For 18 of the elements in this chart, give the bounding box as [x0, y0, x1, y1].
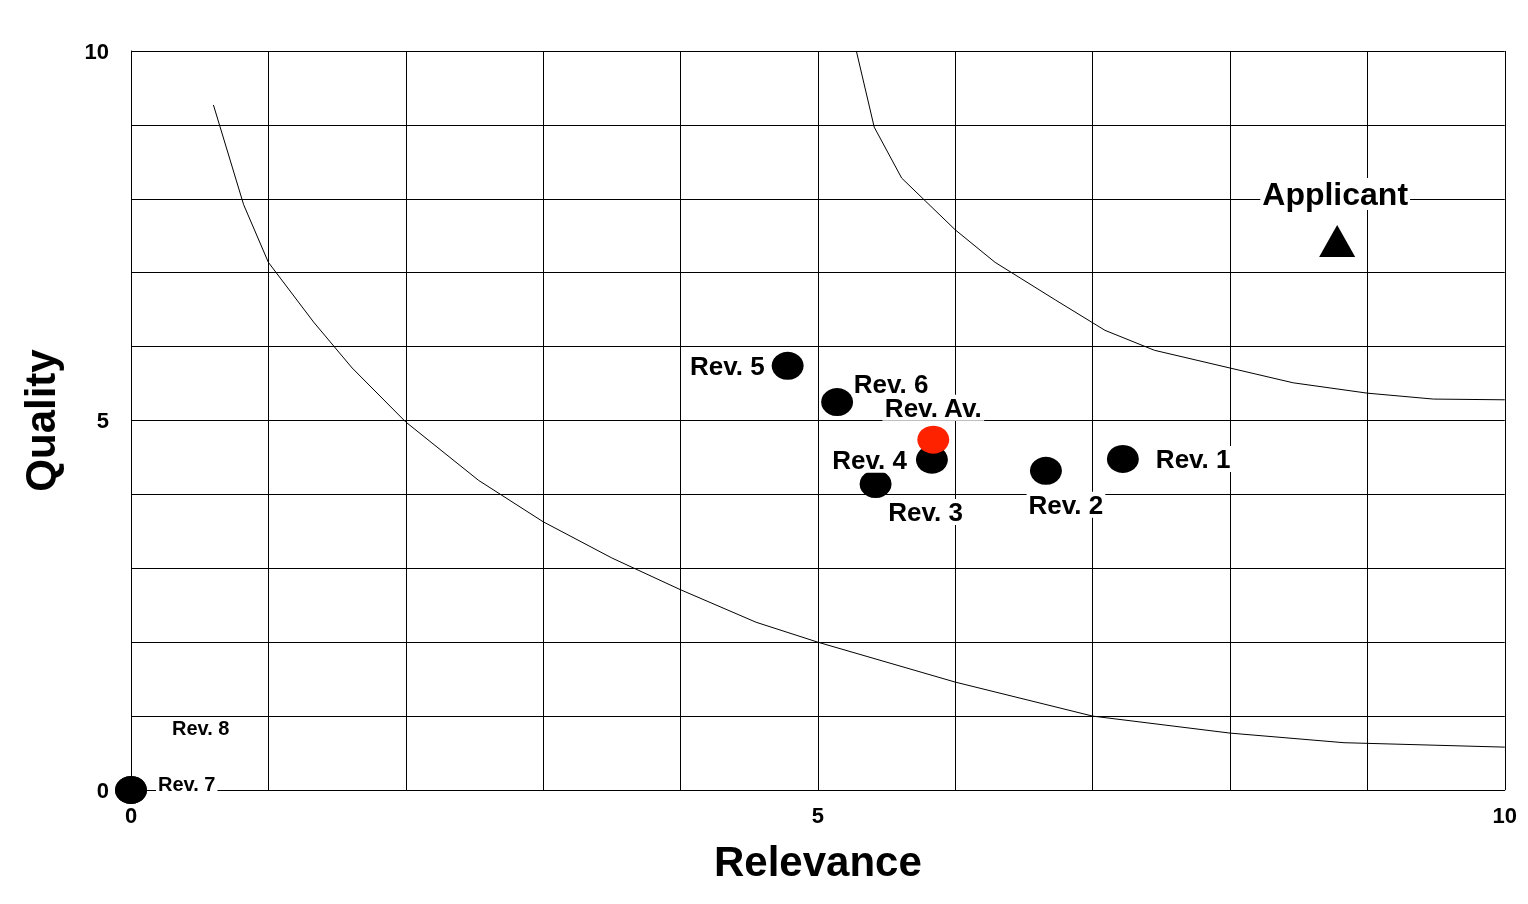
text: Rev. 8	[172, 717, 230, 739]
series-label: Rev. 7	[158, 773, 216, 795]
y-tick-label: 5	[96, 408, 109, 433]
series-label: Rev. 4	[832, 444, 908, 475]
x-tick-label: 10	[1492, 802, 1518, 828]
series-label: Rev. 6	[853, 369, 929, 400]
x-axis-title: Relevance	[713, 837, 922, 885]
x-tick-label: 0	[124, 802, 138, 828]
series-label: Rev. 1	[1155, 443, 1231, 474]
series-label: Rev. 5	[689, 350, 765, 381]
y-tick-label: 0	[96, 777, 109, 803]
x-tick-label: 5	[811, 802, 825, 828]
series-label: Rev. 3	[888, 497, 963, 528]
y-tick-label: 10	[84, 38, 109, 64]
series-label: Rev. Av.	[884, 392, 982, 423]
y-axis-title: Quality	[16, 348, 64, 492]
series-label: Applicant	[1262, 175, 1409, 212]
series-label: Rev. 2	[1028, 489, 1104, 520]
